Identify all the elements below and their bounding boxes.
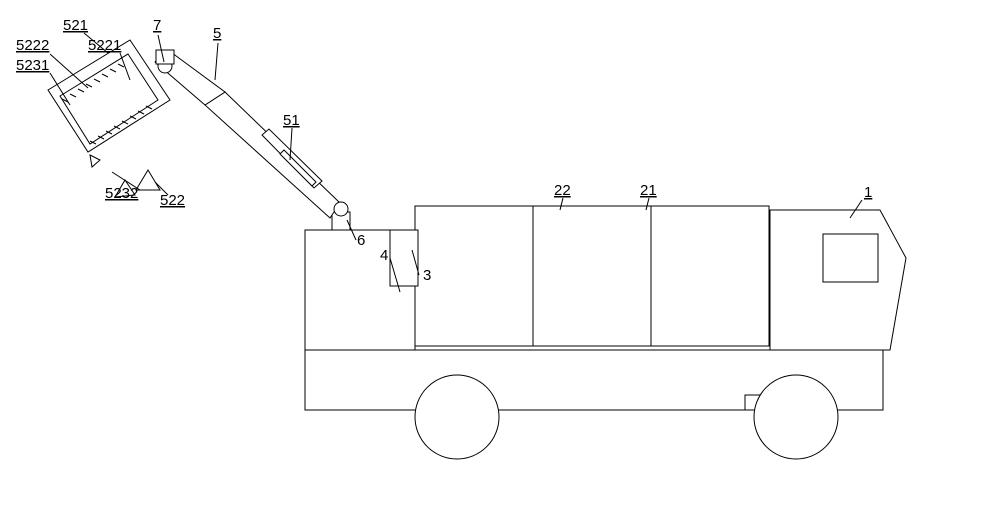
label-1: 1 — [864, 184, 872, 201]
label-5231: 5231 — [16, 57, 49, 74]
label-5221: 5221 — [88, 37, 121, 54]
label-22: 22 — [554, 182, 571, 199]
label-6: 6 — [357, 232, 365, 249]
label-522: 522 — [160, 192, 185, 209]
label-3: 3 — [423, 267, 431, 284]
label-4: 4 — [380, 247, 388, 264]
label-21: 21 — [640, 182, 657, 199]
label-5: 5 — [213, 25, 221, 42]
label-5232: 5232 — [105, 185, 138, 202]
label-521: 521 — [63, 17, 88, 34]
label-51: 51 — [283, 112, 300, 129]
label-7: 7 — [153, 17, 161, 34]
diagram-svg: 5215221 5222 5231 5232 522 7 5 51 64 3 22 21 1 — [0, 0, 1000, 516]
label-5222: 5222 — [16, 37, 49, 54]
